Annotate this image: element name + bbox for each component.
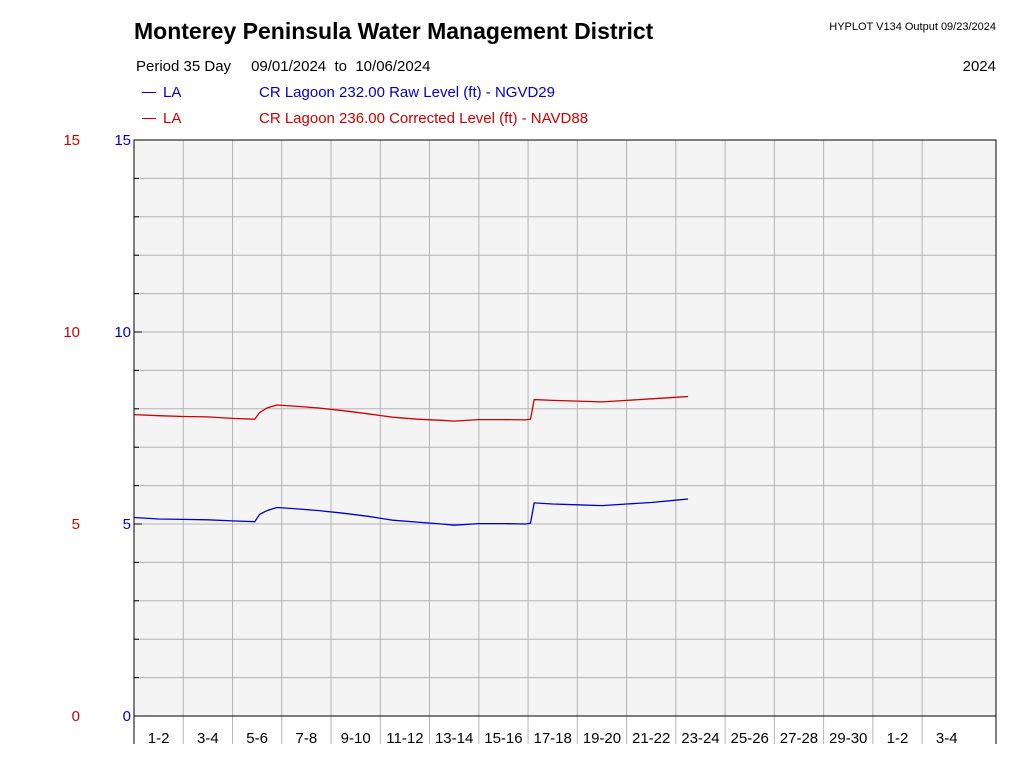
legend-entry-corrected: LA bbox=[142, 110, 181, 127]
x-axis-tick-label: 13-14 bbox=[435, 730, 473, 747]
period-length: 35 Day bbox=[183, 58, 232, 75]
x-axis-tick-label: 1-2 bbox=[887, 730, 909, 747]
legend-line-swatch bbox=[142, 117, 156, 119]
period-start: 09/01/2024 bbox=[251, 58, 327, 75]
left-axis-tick-label: 5 bbox=[72, 516, 80, 533]
left-axis-tick-label: 10 bbox=[63, 324, 80, 341]
legend-line-swatch bbox=[142, 91, 156, 93]
x-axis-tick-label: 11-12 bbox=[386, 730, 423, 747]
series-line-raw-level bbox=[133, 498, 689, 526]
x-axis-tick-label: 17-18 bbox=[533, 730, 571, 747]
x-axis-tick-label: 3-4 bbox=[936, 730, 958, 747]
period-info: Period 35 Day 09/01/2024 to 10/06/2024 bbox=[136, 58, 430, 75]
x-axis-tick-label: 25-26 bbox=[731, 730, 769, 747]
x-axis-tick-label: 5-6 bbox=[246, 730, 268, 747]
x-axis-tick-label: 7-8 bbox=[296, 730, 318, 747]
x-axis-tick-label: 15-16 bbox=[484, 730, 522, 747]
right-axis-tick-label: 0 bbox=[123, 708, 131, 725]
x-axis-tick-label: 27-28 bbox=[780, 730, 818, 747]
series-line-corrected-level bbox=[133, 395, 689, 422]
x-axis-tick-label: 1-2 bbox=[148, 730, 170, 747]
x-axis-tick-label: 23-24 bbox=[681, 730, 719, 747]
legend-description-corrected: CR Lagoon 236.00 Corrected Level (ft) - … bbox=[259, 110, 589, 127]
plot-border bbox=[133, 139, 997, 717]
x-axis-tick-label: 19-20 bbox=[583, 730, 621, 747]
period-end: 10/06/2024 bbox=[355, 58, 431, 75]
software-version: HYPLOT V134 Output 09/23/2024 bbox=[829, 21, 996, 33]
legend-description-raw: CR Lagoon 232.00 Raw Level (ft) - NGVD29 bbox=[259, 84, 555, 101]
year-label: 2024 bbox=[962, 58, 996, 75]
right-axis-tick-label: 15 bbox=[114, 132, 131, 149]
x-axis-tick-label: 29-30 bbox=[829, 730, 867, 747]
x-axis-tick-label: 21-22 bbox=[632, 730, 670, 747]
period-to: to bbox=[334, 58, 347, 75]
left-axis-tick-label: 15 bbox=[63, 132, 80, 149]
legend-code: LA bbox=[163, 84, 182, 101]
legend-code: LA bbox=[163, 110, 182, 127]
x-axis-tick-label: 3-4 bbox=[197, 730, 219, 747]
plot-area bbox=[134, 140, 996, 716]
legend-entry-raw: LA bbox=[142, 84, 181, 101]
x-axis-tick-label: 9-10 bbox=[341, 730, 371, 747]
left-axis-tick-label: 0 bbox=[72, 708, 80, 725]
right-axis-tick-label: 5 bbox=[123, 516, 131, 533]
page-title: Monterey Peninsula Water Management Dist… bbox=[134, 18, 654, 44]
period-label: Period bbox=[136, 58, 180, 75]
right-axis-tick-label: 10 bbox=[114, 324, 131, 341]
